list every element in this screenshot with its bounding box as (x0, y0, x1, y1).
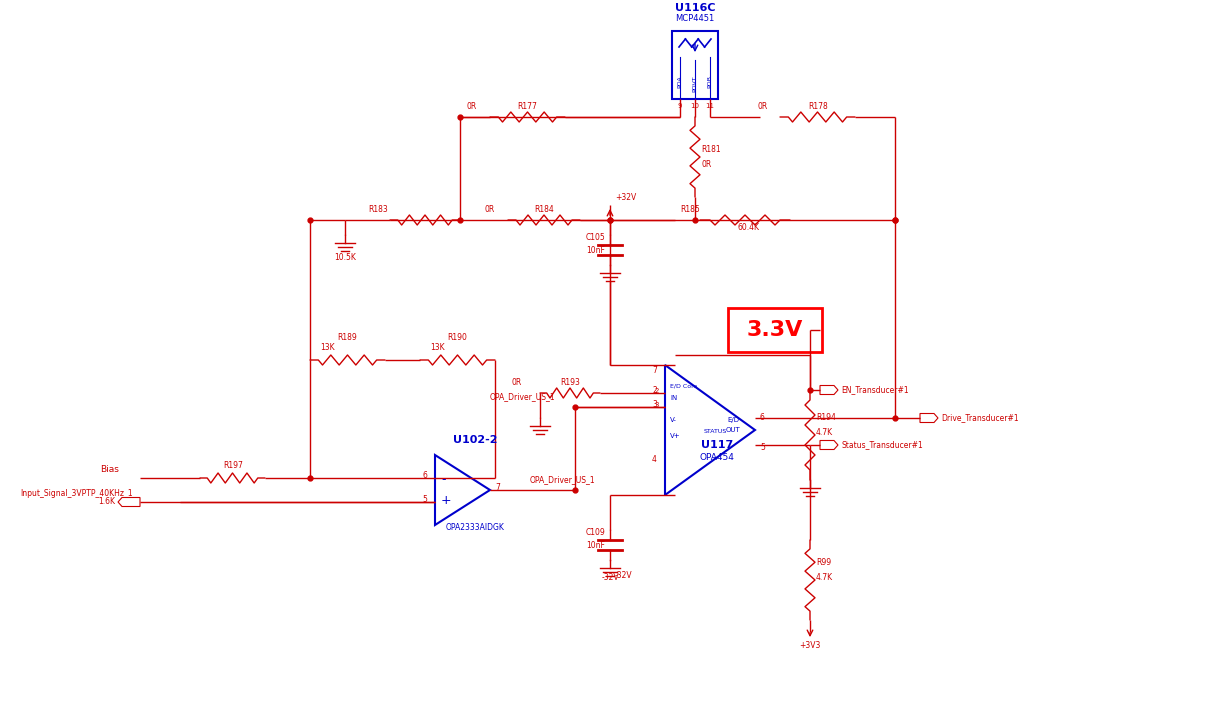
Text: V+: V+ (670, 433, 680, 439)
Text: 4: 4 (652, 455, 657, 464)
Text: U117: U117 (701, 440, 733, 450)
Text: U116C: U116C (675, 3, 716, 13)
Text: 0R: 0R (701, 160, 711, 169)
Text: 10: 10 (690, 103, 700, 109)
Text: 60.4K: 60.4K (737, 223, 759, 232)
Text: OPA_Driver_US_1: OPA_Driver_US_1 (490, 392, 555, 401)
Text: POA: POA (678, 75, 683, 88)
Text: R197: R197 (223, 461, 244, 470)
Text: C105: C105 (585, 233, 605, 242)
Text: 2: 2 (652, 386, 657, 395)
Text: R193: R193 (560, 378, 579, 387)
Text: OPA2333AIDGK: OPA2333AIDGK (445, 523, 504, 532)
Text: R185: R185 (680, 205, 700, 214)
Text: 3: 3 (652, 400, 657, 409)
Text: 6: 6 (760, 413, 765, 422)
Text: 3: 3 (654, 402, 659, 408)
Text: 5: 5 (760, 443, 765, 452)
FancyBboxPatch shape (728, 308, 822, 352)
Text: R190: R190 (446, 333, 467, 342)
Text: 10nF: 10nF (587, 246, 605, 255)
Text: 10.5K: 10.5K (335, 253, 355, 262)
Text: 5: 5 (422, 495, 427, 504)
Text: +: + (442, 493, 451, 506)
Text: R178: R178 (808, 102, 828, 111)
Text: OUT: OUT (726, 427, 740, 433)
Text: 3.3V: 3.3V (747, 320, 803, 340)
Text: IN: IN (670, 395, 678, 401)
Text: 0R: 0R (485, 205, 494, 214)
Text: POVT: POVT (692, 75, 697, 92)
Text: 10nF: 10nF (587, 541, 605, 550)
Text: U102-2: U102-2 (453, 435, 497, 445)
Text: 9: 9 (678, 103, 683, 109)
Text: +3V3: +3V3 (800, 641, 820, 650)
Text: MCP4451: MCP4451 (675, 14, 715, 23)
Text: -32V: -32V (601, 573, 619, 582)
Text: Bias: Bias (100, 465, 119, 474)
Text: Input_Signal_3VPTP_40KHz_1: Input_Signal_3VPTP_40KHz_1 (20, 489, 133, 498)
Text: -32V: -32V (615, 571, 632, 580)
Text: R177: R177 (517, 102, 538, 111)
Text: R99: R99 (815, 558, 831, 567)
Text: 0R: 0R (758, 102, 768, 111)
Text: 13K: 13K (320, 343, 335, 352)
Text: Drive_Transducer#1: Drive_Transducer#1 (941, 414, 1018, 422)
Text: 7: 7 (494, 483, 499, 492)
Text: R181: R181 (701, 145, 721, 154)
FancyBboxPatch shape (672, 31, 718, 99)
Text: 0R: 0R (466, 102, 477, 111)
Text: 2: 2 (654, 388, 659, 394)
Text: STATUS: STATUS (704, 429, 727, 434)
Text: 6: 6 (422, 471, 427, 480)
Text: 1.6K: 1.6K (98, 498, 114, 506)
Text: R184: R184 (534, 205, 554, 214)
Text: E/D Com: E/D Com (670, 383, 697, 388)
Text: 7: 7 (652, 366, 657, 375)
Text: OPA_Driver_US_1: OPA_Driver_US_1 (530, 475, 595, 484)
Text: EN_Transducer#1: EN_Transducer#1 (841, 386, 909, 394)
Text: +32V: +32V (615, 193, 636, 202)
Text: POB: POB (707, 75, 712, 88)
Text: 4.7K: 4.7K (815, 573, 833, 582)
Text: 13K: 13K (430, 343, 444, 352)
Text: R183: R183 (368, 205, 387, 214)
Text: Status_Transducer#1: Status_Transducer#1 (841, 441, 922, 449)
Text: OPA454: OPA454 (700, 453, 734, 462)
Text: V-: V- (670, 417, 676, 423)
Text: R189: R189 (337, 333, 357, 342)
Text: E/D: E/D (727, 417, 739, 423)
Text: 0R: 0R (512, 378, 522, 387)
Text: C109: C109 (585, 528, 605, 537)
Text: R194: R194 (815, 413, 836, 422)
Text: -: - (442, 473, 445, 487)
Text: 4.7K: 4.7K (815, 428, 833, 437)
Text: 11: 11 (706, 103, 715, 109)
